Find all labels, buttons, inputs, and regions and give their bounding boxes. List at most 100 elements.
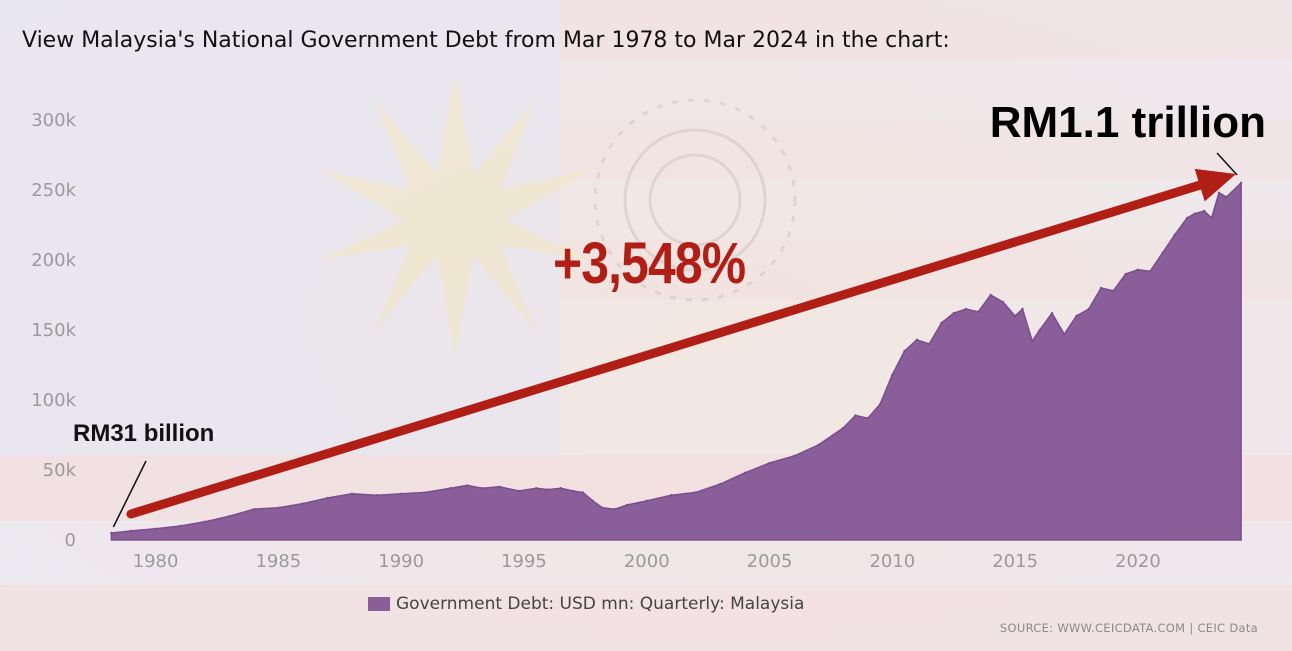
data-point (1225, 195, 1228, 199)
data-point (110, 531, 113, 535)
data-point (1013, 314, 1017, 318)
x-tick-label: 2020 (1115, 551, 1161, 572)
y-tick-label: 100k (31, 390, 76, 411)
data-point (891, 373, 894, 376)
source-note: SOURCE: WWW.CEICDATA.COM | CEIC Data (999, 621, 1258, 635)
growth-arrow-shaft (126, 180, 1205, 519)
data-point (301, 502, 305, 505)
legend-swatch (368, 597, 390, 611)
data-point (228, 515, 231, 518)
data-point (1239, 181, 1243, 185)
data-point (326, 496, 329, 500)
data-point (1031, 340, 1034, 343)
legend-label: Government Debt: USD mn: Quarterly: Mala… (396, 594, 805, 614)
data-point (154, 527, 157, 530)
data-point (842, 426, 845, 430)
data-point (1021, 307, 1024, 311)
chart-title: View Malaysia's National Government Debt… (22, 28, 950, 53)
data-point (1161, 251, 1164, 255)
data-point (694, 491, 698, 494)
data-point (719, 482, 722, 486)
data-point (571, 489, 575, 493)
data-point (498, 485, 501, 488)
data-point (517, 489, 521, 493)
data-point (743, 471, 747, 474)
data-point (768, 461, 771, 465)
x-tick-label: 1990 (378, 551, 424, 572)
data-point (817, 443, 820, 446)
y-tick-label: 150k (31, 320, 76, 341)
data-point (1217, 191, 1221, 194)
data-point (129, 529, 133, 533)
data-point (952, 312, 955, 315)
x-tick-label: 1995 (501, 551, 547, 572)
data-point (977, 310, 980, 313)
data-point (613, 508, 616, 511)
data-point (625, 503, 629, 507)
x-axis: 1980 1985 1990 1995 2000 2005 2010 2015 2020 (133, 551, 1161, 572)
x-tick-label: 2005 (747, 551, 793, 572)
data-point (940, 321, 943, 325)
y-axis: 0 50k 100k 150k 200k 250k 300k (31, 110, 76, 551)
data-point (1136, 268, 1140, 271)
data-point (591, 499, 594, 502)
data-point (1063, 333, 1066, 336)
x-tick-label: 2000 (624, 551, 670, 572)
data-point (792, 454, 796, 458)
data-point (400, 492, 403, 495)
data-point (1203, 209, 1206, 213)
growth-arrow-head (1194, 168, 1236, 202)
data-point (1112, 289, 1115, 292)
data-point (601, 506, 604, 509)
start-value-label: RM31 billion (73, 420, 215, 447)
data-point (1193, 212, 1196, 215)
data-point (989, 293, 992, 297)
start-label-leader-line (112, 460, 147, 528)
y-tick-label: 0 (65, 530, 76, 551)
data-point (915, 338, 919, 341)
end-label-leader-line (1216, 152, 1238, 176)
x-tick-label: 2010 (869, 551, 915, 572)
data-point (1087, 307, 1091, 311)
data-point (903, 349, 906, 353)
chart-legend: Government Debt: USD mn: Quarterly: Mala… (368, 594, 804, 614)
data-point (1185, 216, 1189, 220)
data-point (203, 520, 206, 523)
y-tick-label: 300k (31, 110, 76, 131)
y-tick-label: 250k (31, 180, 76, 201)
y-tick-label: 200k (31, 250, 76, 271)
data-point (1075, 314, 1078, 318)
data-point (277, 506, 280, 509)
data-point (854, 414, 857, 417)
x-tick-label: 1980 (133, 551, 179, 572)
data-point (375, 494, 378, 497)
data-point (1001, 300, 1005, 304)
data-point (1210, 216, 1213, 220)
x-tick-label: 1985 (255, 551, 301, 572)
data-point (645, 499, 648, 502)
growth-percentage-label: +3,548% (553, 231, 746, 296)
end-value-label: RM1.1 trillion (989, 98, 1266, 147)
data-point (878, 403, 882, 406)
x-tick-label: 2015 (992, 551, 1038, 572)
data-point (1038, 328, 1041, 332)
data-point (424, 491, 427, 494)
data-point (1173, 233, 1177, 236)
data-point (670, 494, 673, 497)
growth-arrow (126, 168, 1236, 519)
data-point (178, 524, 182, 528)
data-point (466, 484, 469, 487)
data-point (449, 487, 452, 490)
data-point (252, 508, 255, 511)
data-point (1124, 272, 1127, 276)
data-point (581, 491, 585, 494)
data-point (481, 487, 484, 490)
y-tick-label: 50k (43, 460, 77, 481)
data-point (964, 307, 968, 311)
series-points (110, 181, 1243, 535)
data-point (1149, 270, 1152, 273)
data-point (547, 488, 550, 491)
data-point (1050, 312, 1054, 315)
data-point (1099, 286, 1103, 290)
